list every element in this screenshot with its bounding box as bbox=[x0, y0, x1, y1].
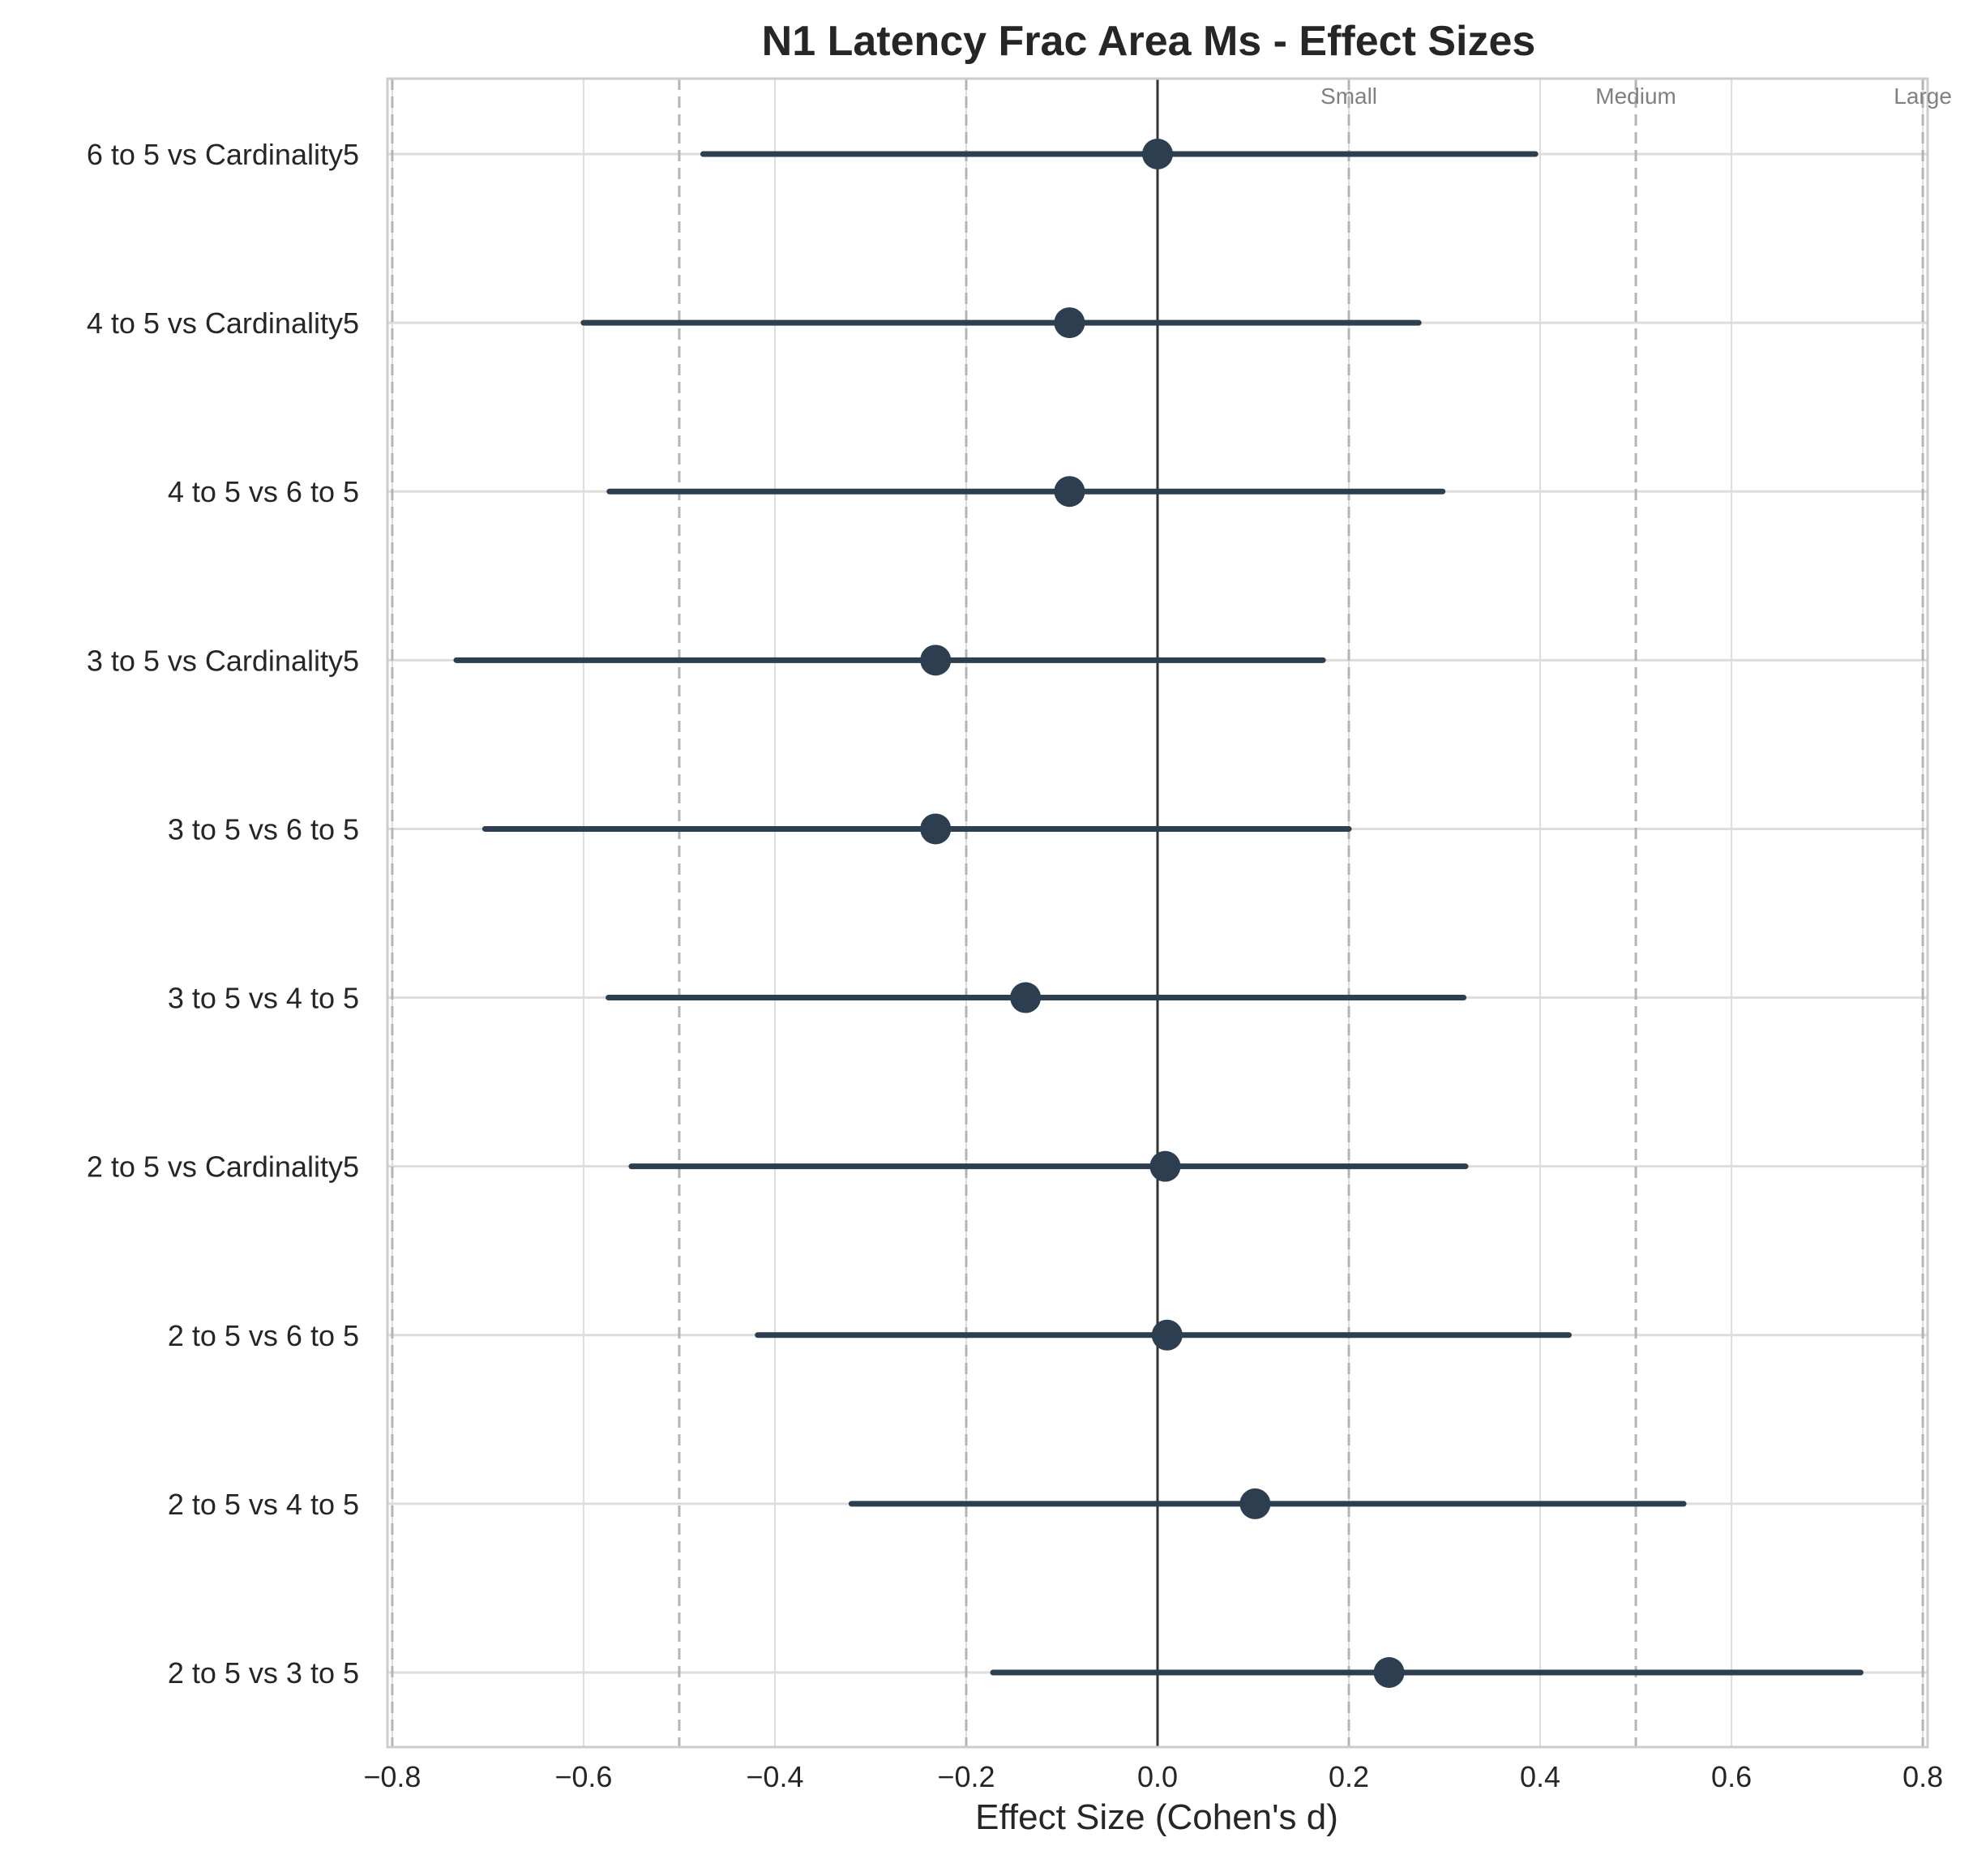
reference-label-small: Small bbox=[1320, 84, 1377, 109]
effect-point-5 bbox=[1010, 982, 1042, 1013]
x-tick-label-1: −0.6 bbox=[554, 1760, 612, 1793]
effect-point-0 bbox=[1142, 139, 1173, 169]
x-tick-label-7: 0.6 bbox=[1711, 1760, 1752, 1793]
y-tick-label-0: 6 to 5 vs Cardinality5 bbox=[87, 138, 359, 171]
effect-point-7 bbox=[1151, 1319, 1183, 1351]
y-tick-label-6: 2 to 5 vs Cardinality5 bbox=[87, 1150, 359, 1184]
x-axis-label: Effect Size (Cohen's d) bbox=[975, 1797, 1338, 1837]
x-tick-label-3: −0.2 bbox=[937, 1760, 995, 1793]
y-axis-ticks: 6 to 5 vs Cardinality5 4 to 5 vs Cardinal… bbox=[87, 138, 359, 1690]
y-tick-label-5: 3 to 5 vs 4 to 5 bbox=[168, 982, 359, 1015]
y-tick-label-1: 4 to 5 vs Cardinality5 bbox=[87, 306, 359, 340]
y-tick-label-2: 4 to 5 vs 6 to 5 bbox=[168, 475, 359, 508]
effect-markers bbox=[453, 139, 1864, 1688]
effect-point-2 bbox=[1054, 476, 1085, 508]
x-axis-ticks: −0.8 −0.6 −0.4 −0.2 0.0 0.2 0.4 0.6 0.8 bbox=[363, 1760, 1943, 1793]
effect-point-4 bbox=[920, 813, 952, 845]
x-tick-label-6: 0.4 bbox=[1520, 1760, 1560, 1793]
y-tick-label-3: 3 to 5 vs Cardinality5 bbox=[87, 644, 359, 677]
y-tick-label-9: 2 to 5 vs 3 to 5 bbox=[168, 1656, 359, 1690]
plot-frame bbox=[386, 77, 1929, 1749]
x-tick-label-0: −0.8 bbox=[363, 1760, 421, 1793]
x-tick-label-8: 0.8 bbox=[1902, 1760, 1943, 1793]
y-tick-label-7: 2 to 5 vs 6 to 5 bbox=[168, 1319, 359, 1352]
reference-labels: Small Medium Large bbox=[1320, 84, 1952, 109]
effect-point-9 bbox=[1373, 1657, 1405, 1688]
reference-label-medium: Medium bbox=[1595, 84, 1676, 109]
y-tick-label-8: 2 to 5 vs 4 to 5 bbox=[168, 1488, 359, 1521]
y-tick-label-4: 3 to 5 vs 6 to 5 bbox=[168, 812, 359, 846]
effect-point-6 bbox=[1149, 1150, 1181, 1182]
x-tick-label-5: 0.2 bbox=[1329, 1760, 1369, 1793]
effect-point-1 bbox=[1054, 307, 1085, 339]
effect-point-8 bbox=[1239, 1488, 1271, 1519]
reference-label-large: Large bbox=[1894, 84, 1952, 109]
effect-point-3 bbox=[920, 645, 952, 676]
reference-lines bbox=[391, 79, 1924, 1747]
x-tick-label-2: −0.4 bbox=[746, 1760, 803, 1793]
x-tick-label-4: 0.0 bbox=[1137, 1760, 1178, 1793]
chart-title: N1 Latency Frac Area Ms - Effect Sizes bbox=[762, 18, 1536, 65]
